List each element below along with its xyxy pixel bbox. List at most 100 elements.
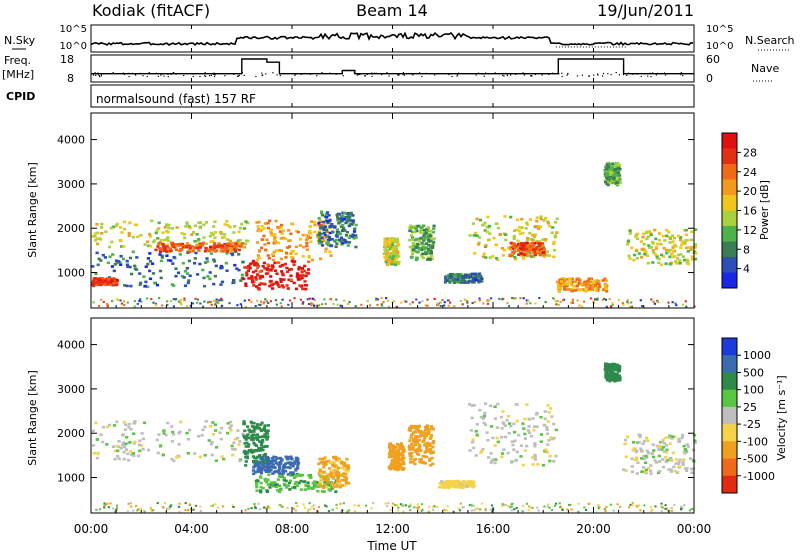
heat-cell <box>93 234 97 238</box>
heat-cell <box>304 238 309 242</box>
heat-cell <box>265 437 269 440</box>
heat-cell <box>184 509 187 512</box>
heat-cell <box>401 504 404 507</box>
heat-cell <box>665 234 669 238</box>
nave-dot <box>233 73 235 75</box>
heat-cell <box>684 300 687 303</box>
heat-cell <box>279 504 282 507</box>
heat-cell <box>413 443 417 446</box>
heat-cell <box>187 279 191 282</box>
heat-cell <box>277 471 281 474</box>
heat-cell <box>289 463 293 466</box>
heat-cell <box>554 502 558 505</box>
heat-cell <box>668 262 672 266</box>
heat-cell <box>604 286 608 289</box>
heat-cell <box>266 272 270 275</box>
heat-cell <box>295 484 299 488</box>
heat-cell <box>396 262 400 265</box>
heat-cell <box>237 248 241 252</box>
heat-cell <box>255 266 259 270</box>
heat-cell <box>316 510 319 513</box>
heat-cell <box>394 453 398 457</box>
heat-cell <box>129 284 133 288</box>
heat-cell <box>309 232 313 235</box>
heat-cell <box>385 505 389 508</box>
heat-cell <box>506 302 509 305</box>
nave-dot <box>261 72 263 74</box>
heat-cell <box>475 217 479 221</box>
heat-cell <box>474 507 478 510</box>
heat-cell <box>342 217 346 221</box>
heat-cell <box>324 463 328 466</box>
heat-cell <box>102 300 105 303</box>
heat-cell <box>409 457 413 461</box>
heat-cell <box>636 461 640 464</box>
nave-dot <box>530 75 532 77</box>
heat-cell <box>234 242 238 245</box>
heat-cell <box>583 280 587 284</box>
heat-cell <box>541 251 545 254</box>
freq-unit: [MHz] <box>2 68 34 81</box>
heat-cell <box>477 279 481 283</box>
heat-cell <box>115 278 119 282</box>
heat-cell <box>394 451 398 455</box>
heat-cell <box>259 303 262 306</box>
heat-cell <box>186 272 190 275</box>
heat-cell <box>539 433 544 436</box>
heat-cell <box>555 280 560 284</box>
heat-cell <box>183 297 186 300</box>
heat-cell <box>554 221 558 224</box>
heat-cell <box>188 226 192 230</box>
heat-cell <box>427 257 431 261</box>
heat-cell <box>541 238 545 241</box>
heat-cell <box>613 171 617 175</box>
heat-cell <box>424 252 428 256</box>
heat-cell <box>214 446 219 449</box>
heat-cell <box>281 272 285 275</box>
heat-cell <box>117 445 121 448</box>
heat-cell <box>262 302 265 305</box>
heat-cell <box>349 211 353 215</box>
heat-cell <box>289 274 293 278</box>
heat-cell <box>296 276 300 280</box>
heat-cell <box>263 243 267 246</box>
heat-cell <box>354 305 357 308</box>
heat-cell <box>163 238 167 242</box>
heat-cell <box>592 300 595 303</box>
heat-cell <box>416 506 419 509</box>
heat-cell <box>318 467 322 471</box>
heat-cell <box>533 252 538 255</box>
heat-cell <box>275 483 279 486</box>
heat-cell <box>165 250 169 253</box>
heat-cell <box>259 423 263 427</box>
heat-cell <box>489 508 492 511</box>
heat-cell <box>403 300 406 303</box>
nave-dot <box>506 73 508 75</box>
heat-cell <box>193 240 197 243</box>
heat-cell <box>231 504 234 507</box>
nave-dot <box>397 74 399 76</box>
heat-cell <box>636 506 639 509</box>
heat-cell <box>335 479 339 483</box>
heat-cell <box>263 267 267 270</box>
x-tick-label: 00:00 <box>677 522 712 536</box>
heat-cell <box>681 303 684 306</box>
heat-cell <box>280 232 284 235</box>
heat-cell <box>128 440 132 444</box>
heat-cell <box>541 463 546 467</box>
heat-cell <box>637 252 641 255</box>
heat-cell <box>393 446 397 449</box>
heat-cell <box>100 222 104 226</box>
heat-cell <box>197 221 201 224</box>
y-tick-label: 4000 <box>57 134 85 147</box>
heat-cell <box>239 458 243 461</box>
heat-cell <box>347 224 351 228</box>
heat-cell <box>254 269 258 273</box>
heat-cell <box>226 431 230 435</box>
heat-cell <box>91 429 95 433</box>
heat-cell <box>430 456 434 460</box>
heat-cell <box>277 261 281 264</box>
nave-dot <box>632 73 634 75</box>
heat-cell <box>425 424 429 427</box>
heat-cell <box>325 485 329 489</box>
